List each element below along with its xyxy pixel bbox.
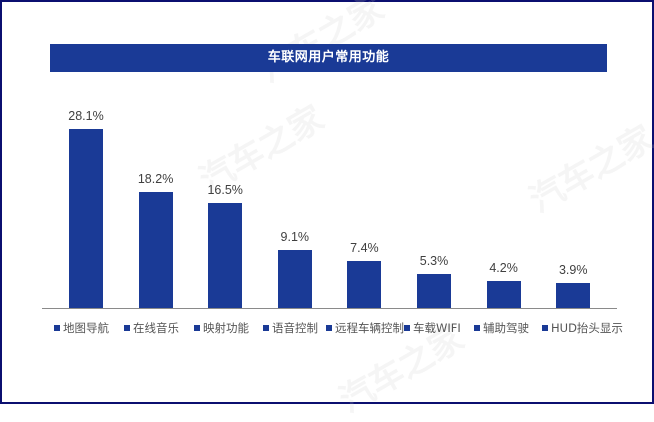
legend-label: HUD抬头显示: [551, 321, 623, 335]
bar-value-label: 16.5%: [207, 183, 243, 197]
bar: [138, 192, 173, 308]
legend-label: 远程车辆控制: [335, 321, 404, 335]
bar-value-label: 5.3%: [419, 254, 449, 268]
bar-value-label: 7.4%: [350, 241, 379, 255]
chart-frame: 汽车之家 汽车之家 汽车之家 汽车之家 车联网用户常用功能 28.1%18.2%…: [0, 0, 654, 404]
chart-title: 车联网用户常用功能: [50, 44, 607, 72]
bar: [556, 283, 591, 308]
bar: [277, 250, 312, 308]
legend-label: 地图导航: [63, 321, 109, 335]
legend-swatch-icon: [542, 325, 548, 331]
bar: [69, 129, 103, 308]
bar-value-label: 18.2%: [137, 172, 174, 186]
legend-item: HUD抬头显示: [542, 320, 623, 336]
bar: [208, 203, 243, 308]
bar-value-label: 28.1%: [68, 109, 104, 123]
legend-label: 语音控制: [272, 321, 318, 335]
legend-label: 在线音乐: [133, 321, 179, 335]
legend-item: 地图导航: [54, 320, 109, 336]
bar: [486, 281, 521, 308]
legend-item: 辅助驾驶: [474, 320, 529, 336]
legend-swatch-icon: [474, 325, 480, 331]
legend-label: 映射功能: [203, 321, 249, 335]
bar: [417, 274, 451, 308]
legend-item: 车载WIFI: [404, 320, 461, 336]
bar-value-label: 4.2%: [489, 261, 518, 275]
legend-swatch-icon: [124, 325, 130, 331]
legend-label: 车载WIFI: [413, 321, 461, 335]
legend-item: 映射功能: [194, 320, 249, 336]
x-axis-line: [42, 308, 617, 309]
legend-swatch-icon: [54, 325, 60, 331]
bar-value-label: 9.1%: [280, 230, 310, 244]
legend-label: 辅助驾驶: [483, 321, 529, 335]
watermark: 汽车之家: [522, 118, 654, 221]
bar: [347, 261, 382, 308]
legend-item: 远程车辆控制: [326, 320, 404, 336]
legend-swatch-icon: [194, 325, 200, 331]
legend-swatch-icon: [404, 325, 410, 331]
legend-swatch-icon: [263, 325, 269, 331]
legend-item: 在线音乐: [124, 320, 179, 336]
legend-item: 语音控制: [263, 320, 318, 336]
legend-swatch-icon: [326, 325, 332, 331]
bar-value-label: 3.9%: [558, 263, 588, 277]
